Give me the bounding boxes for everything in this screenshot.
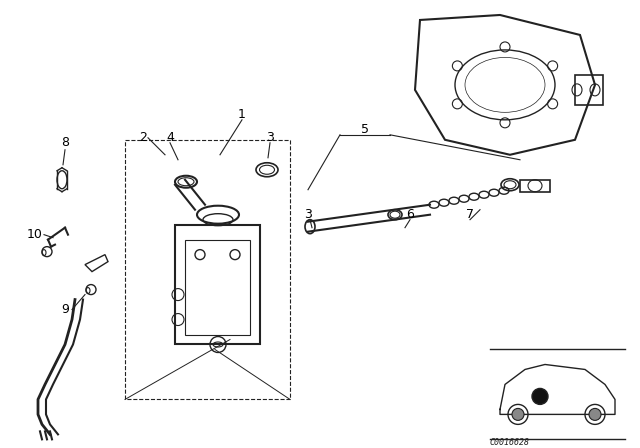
Text: 7: 7 xyxy=(466,208,474,221)
Text: 6: 6 xyxy=(406,208,414,221)
Text: 5: 5 xyxy=(361,123,369,136)
Text: 4: 4 xyxy=(166,131,174,144)
Text: 3: 3 xyxy=(304,208,312,221)
Text: 3: 3 xyxy=(266,131,274,144)
Text: 2: 2 xyxy=(139,131,147,144)
Bar xyxy=(185,240,250,335)
Polygon shape xyxy=(85,254,108,271)
Text: 1: 1 xyxy=(238,108,246,121)
Circle shape xyxy=(532,388,548,405)
Text: 8: 8 xyxy=(61,136,69,149)
Bar xyxy=(175,225,260,345)
Polygon shape xyxy=(415,15,595,155)
Circle shape xyxy=(512,409,524,420)
Bar xyxy=(575,75,603,105)
Text: 10: 10 xyxy=(27,228,43,241)
Polygon shape xyxy=(125,140,290,400)
Circle shape xyxy=(589,409,601,420)
Text: C0016628: C0016628 xyxy=(490,438,530,447)
Text: 9: 9 xyxy=(61,303,69,316)
Bar xyxy=(520,180,550,192)
